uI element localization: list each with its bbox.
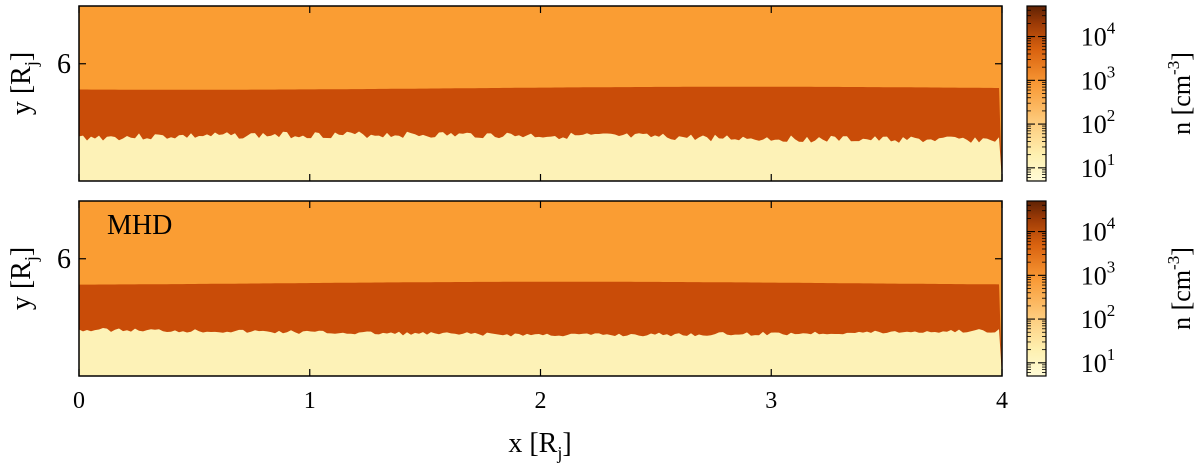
jet-region: [79, 328, 1002, 376]
colorbar-label: n [cm-3]: [1164, 52, 1196, 135]
colorbar-tick-label: 104: [1081, 214, 1116, 247]
y-tick-label: 6: [57, 49, 71, 80]
x-tick-label: 3: [765, 388, 777, 414]
x-tick-label: 1: [304, 388, 316, 414]
colorbar: 101 102 103 104 n [cm-3]: [1026, 5, 1196, 183]
jet-region: [79, 131, 1002, 181]
y-axis-label: y [Rj]: [6, 52, 41, 115]
y-tick-label: 6: [57, 244, 71, 275]
x-tick-label: 4: [996, 388, 1008, 414]
colorbar-tick-label: 103: [1081, 62, 1116, 95]
x-tick-label: 2: [535, 388, 547, 414]
colorbar: 101 102 103 104 n [cm-3]: [1026, 200, 1196, 378]
density-panel-1: 6 y [Rj] 101 102 103 104 n [cm-3]: [6, 5, 1196, 183]
colorbar-tick-label: 104: [1081, 19, 1116, 52]
colorbar-label: n [cm-3]: [1164, 247, 1196, 330]
x-tick-label: 0: [73, 388, 85, 414]
y-axis-label: y [Rj]: [6, 247, 41, 310]
colorbar-tick-label: 102: [1081, 106, 1116, 139]
panel-label: MHD: [107, 210, 172, 241]
colorbar-tick-label: 103: [1081, 257, 1116, 290]
x-axis-label: x [Rj]: [508, 428, 571, 463]
density-panel-2: 0 1 2 3 4 6 y [Rj] MHD 101 102 103 104 n [cm-3]: [6, 200, 1196, 414]
colorbar-tick-label: 101: [1081, 150, 1116, 183]
colorbar-tick-label: 102: [1081, 301, 1116, 334]
colorbar-tick-label: 101: [1081, 345, 1116, 378]
